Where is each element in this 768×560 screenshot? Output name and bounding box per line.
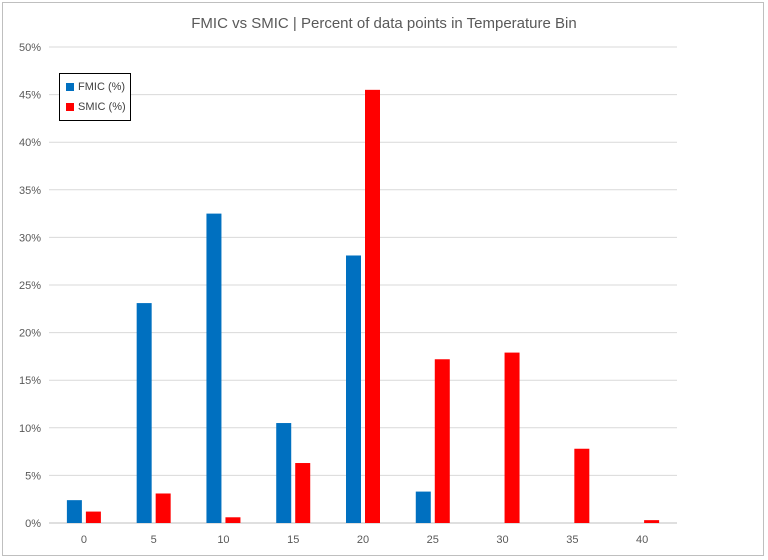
bar-fmic (206, 213, 222, 523)
bar-smic (574, 448, 590, 523)
x-tick-label: 40 (636, 534, 648, 546)
bar-smic (365, 89, 380, 523)
x-tick-label: 30 (496, 534, 508, 546)
bar-smic (85, 511, 101, 523)
y-tick-label: 30% (19, 232, 41, 244)
legend: FMIC (%) SMIC (%) (59, 73, 131, 121)
bar-smic (644, 520, 660, 523)
legend-swatch-fmic (66, 83, 74, 92)
legend-label-smic: SMIC (%) (78, 101, 126, 113)
plot-area: 0% 5% 10% 15% 20% 25% 30% 35% 40% 45% 50% 0 5 10 15 20 2… (19, 42, 677, 546)
x-tick-label: 25 (427, 534, 439, 546)
y-tick-label: 40% (19, 137, 41, 149)
y-tick-label: 5% (25, 470, 41, 482)
chart-title: FMIC vs SMIC | Percent of data points in… (191, 15, 577, 32)
y-tick-label: 20% (19, 328, 41, 340)
x-tick-label: 0 (81, 534, 87, 546)
bar-smic (504, 352, 520, 523)
bar-fmic (66, 500, 82, 523)
y-tick-label: 0% (25, 518, 41, 530)
bar-fmic (136, 303, 152, 523)
legend-label-fmic: FMIC (%) (78, 81, 126, 93)
x-tick-label: 35 (566, 534, 578, 546)
y-tick-label: 15% (19, 375, 41, 387)
x-tick-label: 5 (151, 534, 157, 546)
bar-smic (225, 517, 241, 523)
y-tick-label: 10% (19, 423, 41, 435)
y-tick-label: 45% (19, 90, 41, 102)
bar-smic (155, 493, 171, 523)
y-tick-label: 25% (19, 280, 41, 292)
bar-smic (434, 359, 450, 523)
legend-item-smic: SMIC (%) (66, 97, 130, 117)
bar-fmic (415, 491, 431, 523)
x-tick-label: 20 (357, 534, 369, 546)
bar-smic (295, 463, 311, 523)
y-tick-label: 35% (19, 185, 41, 197)
x-tick-label: 10 (217, 534, 229, 546)
legend-item-fmic: FMIC (%) (66, 77, 130, 97)
bar-fmic (276, 423, 292, 523)
legend-swatch-smic (66, 103, 74, 112)
y-tick-label: 50% (19, 42, 41, 54)
bar-fmic (346, 255, 361, 523)
x-tick-label: 15 (287, 534, 299, 546)
